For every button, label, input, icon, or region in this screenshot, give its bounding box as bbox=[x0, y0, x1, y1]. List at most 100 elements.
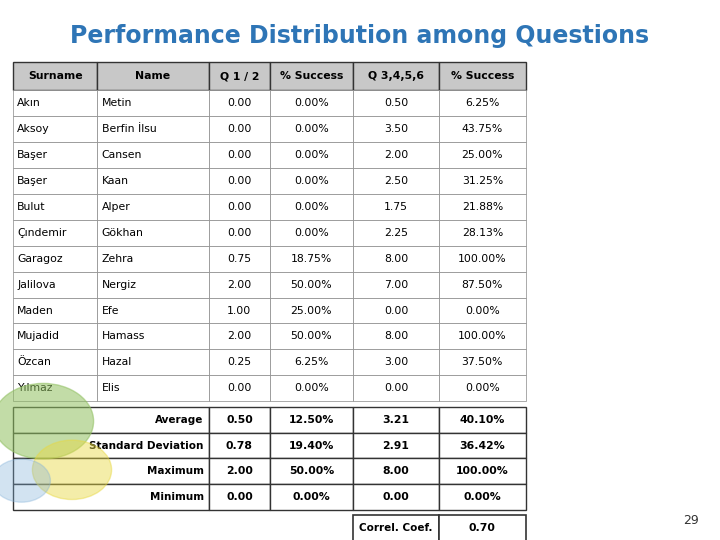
Bar bbox=[353, 90, 439, 116]
Text: Bulut: Bulut bbox=[17, 202, 46, 212]
Bar bbox=[270, 349, 353, 375]
Bar bbox=[439, 246, 526, 272]
Text: Hamass: Hamass bbox=[102, 332, 145, 341]
Text: 8.00: 8.00 bbox=[382, 467, 410, 476]
Bar bbox=[13, 116, 97, 142]
Text: 0.00%: 0.00% bbox=[294, 98, 329, 108]
Bar bbox=[270, 168, 353, 194]
Text: Başer: Başer bbox=[17, 150, 48, 160]
Bar bbox=[13, 298, 97, 323]
Bar bbox=[13, 375, 97, 401]
Bar bbox=[13, 142, 97, 168]
Text: 0.00%: 0.00% bbox=[292, 492, 330, 502]
Bar bbox=[209, 484, 270, 510]
Text: Aksoy: Aksoy bbox=[17, 124, 50, 134]
Bar bbox=[97, 349, 209, 375]
Text: 6.25%: 6.25% bbox=[465, 98, 500, 108]
Text: 0.25: 0.25 bbox=[228, 357, 251, 367]
Bar bbox=[209, 272, 270, 298]
Text: Surname: Surname bbox=[28, 71, 82, 81]
Bar bbox=[439, 375, 526, 401]
Text: Akın: Akın bbox=[17, 98, 41, 108]
Text: 2.00: 2.00 bbox=[228, 332, 251, 341]
Bar bbox=[270, 484, 353, 510]
Text: 50.00%: 50.00% bbox=[291, 332, 332, 341]
Text: Metin: Metin bbox=[102, 98, 132, 108]
Text: 12.50%: 12.50% bbox=[289, 415, 334, 424]
Bar bbox=[353, 349, 439, 375]
Bar bbox=[97, 90, 209, 116]
Bar bbox=[270, 433, 353, 458]
Text: 0.70: 0.70 bbox=[469, 523, 496, 532]
Text: Çındemir: Çındemir bbox=[17, 228, 67, 238]
Text: 0.00: 0.00 bbox=[228, 150, 251, 160]
Bar bbox=[270, 375, 353, 401]
Bar bbox=[97, 298, 209, 323]
Bar bbox=[439, 433, 526, 458]
Text: 25.00%: 25.00% bbox=[291, 306, 332, 315]
Bar bbox=[353, 142, 439, 168]
Text: 6.25%: 6.25% bbox=[294, 357, 328, 367]
Bar bbox=[209, 194, 270, 220]
Text: 0.00: 0.00 bbox=[228, 176, 251, 186]
Bar bbox=[353, 246, 439, 272]
Text: 100.00%: 100.00% bbox=[458, 332, 507, 341]
Bar bbox=[13, 433, 209, 458]
Bar bbox=[209, 168, 270, 194]
Text: 1.00: 1.00 bbox=[228, 306, 251, 315]
Bar bbox=[13, 484, 209, 510]
Text: Average: Average bbox=[156, 415, 204, 424]
Bar bbox=[353, 194, 439, 220]
Text: 3.21: 3.21 bbox=[382, 415, 410, 424]
Text: 18.75%: 18.75% bbox=[291, 254, 332, 264]
Bar bbox=[13, 194, 97, 220]
Bar bbox=[439, 349, 526, 375]
Bar bbox=[13, 90, 97, 116]
Text: 0.00%: 0.00% bbox=[294, 228, 329, 238]
Text: Efe: Efe bbox=[102, 306, 119, 315]
Bar bbox=[13, 246, 97, 272]
Bar bbox=[439, 142, 526, 168]
Bar bbox=[97, 323, 209, 349]
Text: 0.00: 0.00 bbox=[384, 383, 408, 393]
Bar bbox=[209, 62, 270, 90]
Text: 2.00: 2.00 bbox=[384, 150, 408, 160]
Bar bbox=[209, 90, 270, 116]
Text: Q 3,4,5,6: Q 3,4,5,6 bbox=[368, 71, 424, 81]
Text: Garagoz: Garagoz bbox=[17, 254, 63, 264]
Text: Jalilova: Jalilova bbox=[17, 280, 56, 289]
Text: 19.40%: 19.40% bbox=[289, 441, 334, 450]
Text: 0.00%: 0.00% bbox=[294, 124, 329, 134]
Text: 2.25: 2.25 bbox=[384, 228, 408, 238]
Text: 2.91: 2.91 bbox=[382, 441, 410, 450]
Bar bbox=[439, 515, 526, 540]
Bar bbox=[209, 323, 270, 349]
Text: 31.25%: 31.25% bbox=[462, 176, 503, 186]
Bar bbox=[97, 116, 209, 142]
Bar bbox=[270, 62, 353, 90]
Bar bbox=[353, 323, 439, 349]
Text: Q 1 / 2: Q 1 / 2 bbox=[220, 71, 259, 81]
Bar bbox=[209, 458, 270, 484]
Text: 28.13%: 28.13% bbox=[462, 228, 503, 238]
Bar bbox=[353, 220, 439, 246]
Bar bbox=[353, 484, 439, 510]
Text: Maden: Maden bbox=[17, 306, 54, 315]
Text: 0.00%: 0.00% bbox=[465, 306, 500, 315]
Bar bbox=[439, 323, 526, 349]
Text: 0.00: 0.00 bbox=[382, 492, 410, 502]
Bar bbox=[209, 298, 270, 323]
Bar bbox=[209, 142, 270, 168]
Bar bbox=[270, 458, 353, 484]
Bar bbox=[353, 375, 439, 401]
Text: 0.00: 0.00 bbox=[384, 306, 408, 315]
Bar bbox=[270, 298, 353, 323]
Bar bbox=[270, 220, 353, 246]
Text: 0.00: 0.00 bbox=[228, 383, 251, 393]
Text: 43.75%: 43.75% bbox=[462, 124, 503, 134]
Bar bbox=[439, 220, 526, 246]
Text: 50.00%: 50.00% bbox=[289, 467, 334, 476]
Bar bbox=[270, 142, 353, 168]
Text: 40.10%: 40.10% bbox=[459, 415, 505, 424]
Bar bbox=[97, 272, 209, 298]
